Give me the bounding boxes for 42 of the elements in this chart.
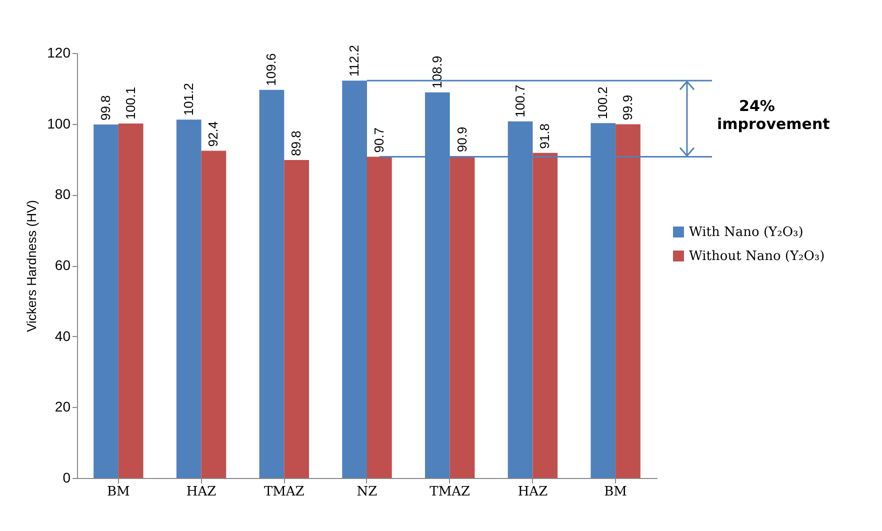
legend-label: Without Nano (Y₂O₃)	[689, 249, 825, 264]
bar	[259, 90, 284, 478]
x-tick-label: BM	[106, 484, 130, 500]
y-tick-label: 80	[54, 186, 71, 202]
data-label: 100.2	[595, 86, 610, 120]
x-tick-label: HAZ	[186, 484, 216, 500]
x-tick-label: TMAZ	[430, 484, 470, 500]
data-label: 90.7	[371, 127, 386, 153]
bar	[284, 160, 309, 478]
data-label: 100.7	[512, 84, 528, 118]
data-label: 108.9	[429, 56, 444, 88]
data-label: 101.2	[180, 83, 196, 116]
bar	[201, 150, 226, 478]
y-tick-label: 0	[62, 470, 71, 486]
y-tick-label: 40	[54, 328, 71, 344]
data-label: 100.1	[122, 86, 138, 120]
data-label: 112.2	[346, 45, 362, 77]
y-tick-label: 120	[47, 44, 71, 60]
x-tick-label: TMAZ	[264, 484, 304, 500]
data-label: 99.8	[98, 95, 113, 121]
x-tick-label: NZ	[356, 484, 378, 500]
bar	[450, 156, 475, 478]
bar	[94, 124, 118, 478]
y-tick-label: 100	[47, 115, 71, 132]
data-label: 91.8	[537, 124, 552, 149]
data-label: 90.9	[454, 126, 470, 152]
y-axis-title: Vickers Hardness (HV)	[24, 200, 40, 332]
x-tick-label: BM	[604, 484, 628, 500]
text: 24% improvement	[717, 96, 830, 133]
data-label: 89.8	[288, 130, 304, 156]
x-tick-label: HAZ	[518, 484, 548, 500]
bar	[367, 156, 392, 478]
bar	[118, 123, 144, 478]
legend-label: With Nano (Y₂O₃)	[689, 225, 804, 240]
data-label: 92.4	[206, 121, 221, 147]
bar	[532, 152, 558, 478]
data-label: 109.6	[264, 53, 279, 86]
bar	[616, 124, 640, 478]
y-tick-label: 60	[54, 257, 71, 273]
bar	[176, 120, 202, 478]
y-tick-label: 20	[54, 398, 71, 415]
data-label: 99.9	[620, 94, 635, 120]
